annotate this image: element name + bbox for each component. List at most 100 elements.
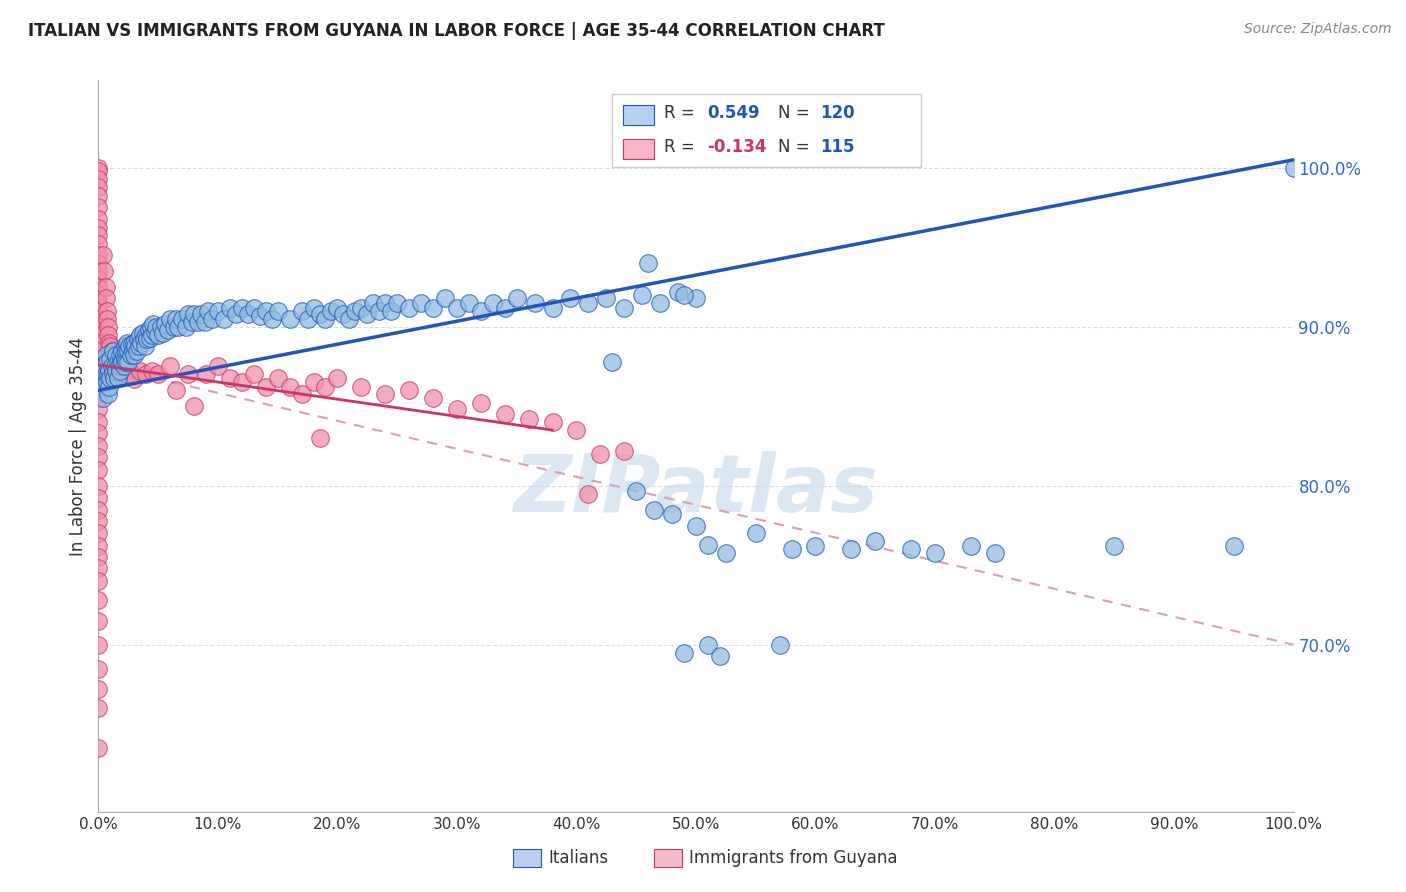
Point bbox=[94, 280, 117, 294]
Point bbox=[87, 179, 110, 194]
Point bbox=[101, 355, 124, 369]
Point bbox=[93, 264, 115, 278]
Point bbox=[97, 368, 120, 382]
Point bbox=[87, 303, 110, 318]
Point bbox=[132, 333, 155, 347]
Point bbox=[87, 351, 110, 366]
Point bbox=[278, 311, 301, 326]
Point bbox=[117, 343, 139, 358]
Point bbox=[141, 364, 163, 378]
Point bbox=[98, 362, 121, 376]
Point bbox=[152, 326, 174, 340]
Point bbox=[219, 301, 242, 315]
Point bbox=[87, 221, 110, 235]
Point bbox=[101, 362, 124, 376]
Text: R =: R = bbox=[664, 138, 700, 156]
Point bbox=[115, 368, 138, 382]
Point bbox=[523, 296, 546, 310]
Point bbox=[219, 370, 242, 384]
Point bbox=[98, 370, 122, 384]
Point bbox=[385, 296, 409, 310]
Point bbox=[267, 370, 290, 384]
Point bbox=[631, 288, 654, 302]
Point bbox=[87, 280, 110, 294]
Point bbox=[470, 396, 492, 410]
Text: 0.549: 0.549 bbox=[707, 104, 759, 122]
Point bbox=[422, 392, 444, 406]
Point bbox=[87, 237, 110, 252]
Point bbox=[190, 307, 212, 321]
Point bbox=[87, 662, 110, 676]
Point bbox=[290, 303, 312, 318]
Point bbox=[138, 323, 160, 337]
Point bbox=[685, 291, 707, 305]
Point bbox=[236, 307, 259, 321]
Point bbox=[194, 315, 217, 329]
Point bbox=[398, 384, 420, 398]
Text: Italians: Italians bbox=[548, 849, 609, 867]
Point bbox=[87, 439, 110, 453]
Text: 120: 120 bbox=[820, 104, 855, 122]
Point bbox=[177, 368, 200, 382]
Point bbox=[136, 333, 159, 347]
Text: -0.134: -0.134 bbox=[707, 138, 766, 156]
Point bbox=[433, 291, 456, 305]
Point bbox=[637, 256, 659, 270]
Point bbox=[87, 161, 110, 175]
Point bbox=[243, 368, 266, 382]
Point bbox=[458, 296, 481, 310]
Point bbox=[115, 335, 138, 350]
Point bbox=[105, 348, 128, 362]
Point bbox=[135, 327, 157, 342]
Point bbox=[254, 303, 277, 318]
Point bbox=[125, 343, 148, 358]
Point bbox=[97, 327, 120, 342]
Point bbox=[87, 227, 110, 242]
Point bbox=[94, 291, 117, 305]
Text: ZIPatlas: ZIPatlas bbox=[513, 450, 879, 529]
Point bbox=[112, 359, 135, 374]
Point bbox=[183, 399, 205, 413]
Point bbox=[363, 296, 385, 310]
Point bbox=[87, 526, 110, 541]
Point bbox=[100, 359, 122, 374]
Point bbox=[108, 348, 131, 362]
Point bbox=[243, 301, 266, 315]
Point bbox=[780, 542, 803, 557]
Point bbox=[613, 443, 636, 458]
Point bbox=[139, 319, 162, 334]
Point bbox=[103, 370, 125, 384]
Point bbox=[666, 285, 689, 299]
Point bbox=[648, 296, 672, 310]
Point bbox=[541, 415, 564, 429]
Point bbox=[111, 343, 134, 358]
Point bbox=[155, 317, 177, 331]
Point bbox=[374, 296, 396, 310]
Point bbox=[143, 325, 166, 339]
Point bbox=[863, 534, 886, 549]
Point bbox=[87, 296, 110, 310]
Point bbox=[344, 303, 367, 318]
Point bbox=[87, 392, 110, 406]
Point bbox=[446, 301, 468, 315]
Point bbox=[142, 317, 165, 331]
Point bbox=[87, 550, 110, 565]
Point bbox=[134, 339, 156, 353]
Point bbox=[560, 291, 582, 305]
Point bbox=[97, 386, 120, 401]
Point bbox=[839, 542, 862, 557]
Point bbox=[326, 301, 349, 315]
Point bbox=[87, 426, 110, 441]
Point bbox=[131, 326, 153, 340]
Point bbox=[576, 486, 599, 500]
Point bbox=[337, 311, 360, 326]
Point bbox=[350, 301, 373, 315]
Point bbox=[107, 370, 129, 384]
Point bbox=[900, 542, 922, 557]
Point bbox=[145, 319, 167, 334]
Point bbox=[624, 483, 647, 498]
Point bbox=[673, 288, 696, 302]
Point bbox=[148, 368, 170, 382]
Point bbox=[183, 307, 205, 321]
Point bbox=[87, 264, 110, 278]
